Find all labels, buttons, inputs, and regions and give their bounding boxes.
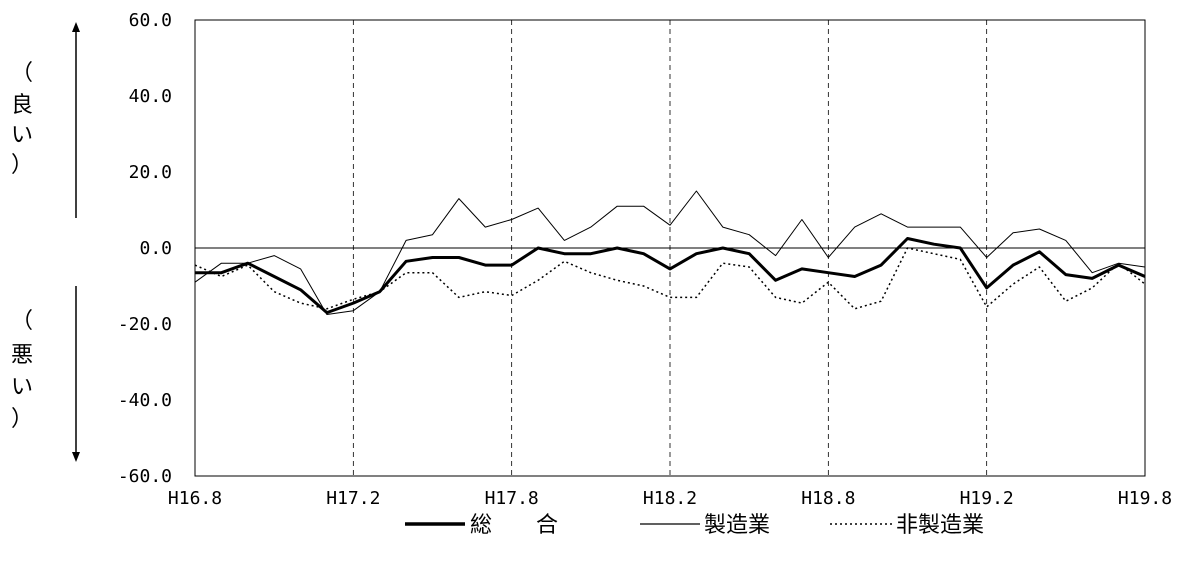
side-labels: （良い）（悪い） <box>11 61 33 432</box>
side-label-bad-char: 悪 <box>11 343 33 368</box>
legend-label-total: 総 合 <box>470 513 558 538</box>
side-label-good-char: （ <box>11 61 33 86</box>
y-tick-label: -60.0 <box>118 466 172 487</box>
y-tick-labels: 60.0 40.0 20.0 0.0 -20.0 -40.0 -60.0 <box>118 10 172 487</box>
series-group <box>194 190 1146 315</box>
side-label-good-char: 良 <box>11 93 33 118</box>
up-arrowhead <box>72 22 80 32</box>
series-line-manufacturing <box>194 190 1146 315</box>
x-tick-label: H19.2 <box>960 488 1014 509</box>
y-tick-label: 20.0 <box>129 162 172 183</box>
y-tick-label: 0.0 <box>139 238 172 259</box>
x-tick-label: H18.2 <box>643 488 697 509</box>
x-tick-label: H18.8 <box>801 488 855 509</box>
x-tick-label: H16.8 <box>168 488 222 509</box>
y-tick-label: -40.0 <box>118 390 172 411</box>
x-tick-label: H17.8 <box>485 488 539 509</box>
y-tick-label: 60.0 <box>129 10 172 31</box>
x-tick-label: H17.2 <box>326 488 380 509</box>
x-tick-label: H19.8 <box>1118 488 1172 509</box>
side-label-bad-char: い <box>11 375 33 400</box>
down-arrowhead <box>72 452 80 462</box>
side-label-bad-char: ） <box>11 407 33 432</box>
side-label-good-char: い <box>11 123 33 148</box>
y-tick-label: -20.0 <box>118 314 172 335</box>
legend-label-manufacturing: 製造業 <box>704 513 770 538</box>
legend-label-nonmanufacturing: 非製造業 <box>896 513 984 538</box>
side-label-good-char: ） <box>11 153 33 178</box>
legend: 総 合 製造業 非製造業 <box>405 513 984 538</box>
y-tick-label: 40.0 <box>129 86 172 107</box>
series-line-total <box>195 237 1146 315</box>
side-label-bad-char: （ <box>11 309 33 334</box>
x-tick-labels: H16.8 H17.2 H17.8 H18.2 H18.8 H19.2 H19.8 <box>168 488 1172 509</box>
